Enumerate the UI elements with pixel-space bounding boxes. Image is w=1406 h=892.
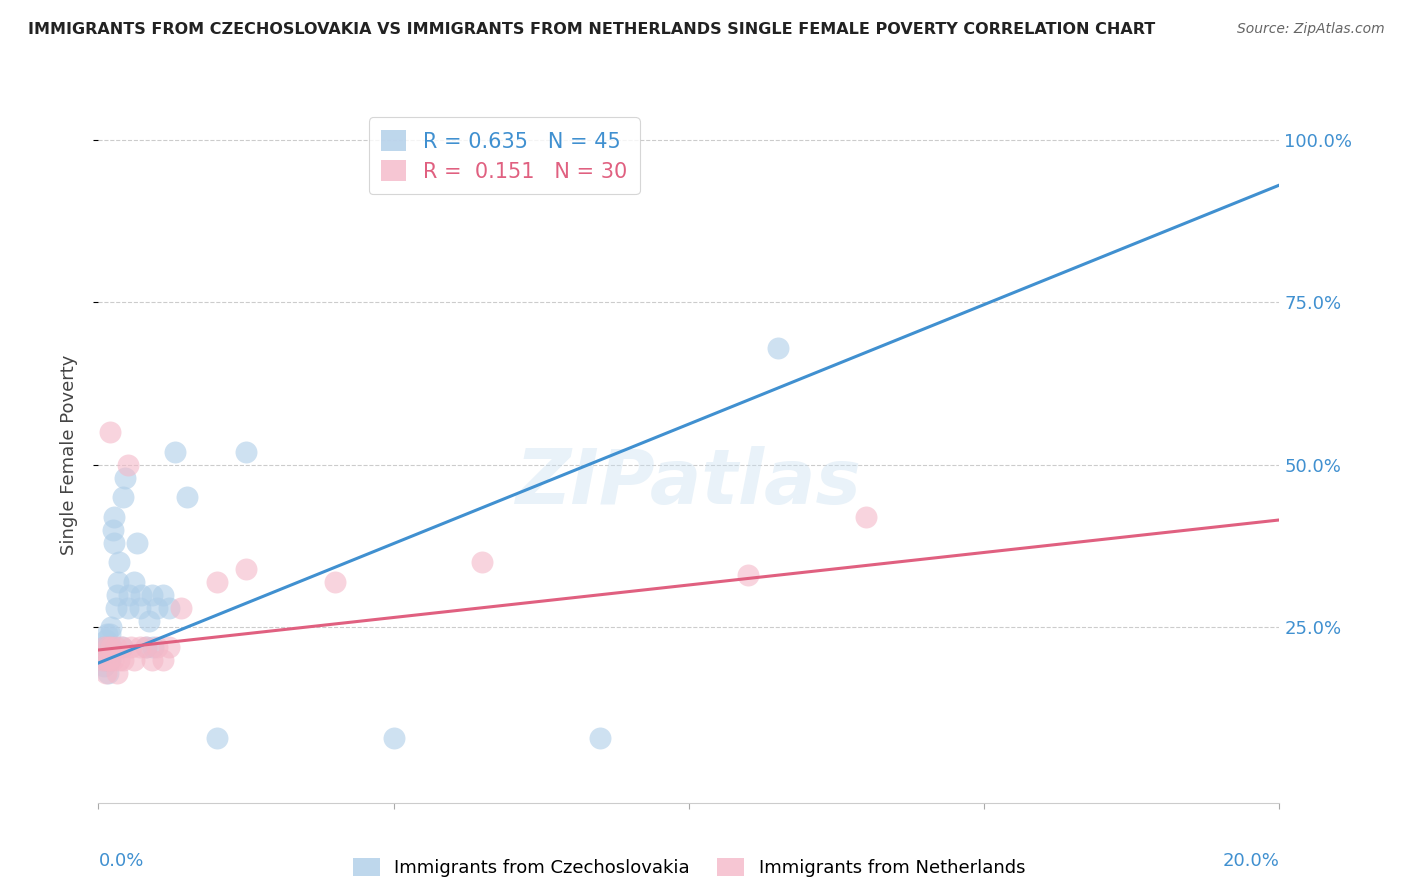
Point	[205, 574, 228, 589]
Point	[170, 600, 193, 615]
Point	[128, 600, 150, 615]
Point	[128, 640, 150, 654]
Point	[105, 588, 128, 602]
Point	[98, 653, 121, 667]
Point	[97, 653, 120, 667]
Point	[107, 574, 129, 589]
Point	[129, 588, 152, 602]
Point	[111, 640, 134, 654]
Legend: Immigrants from Czechoslovakia, Immigrants from Netherlands: Immigrants from Czechoslovakia, Immigran…	[346, 850, 1032, 884]
Point	[471, 555, 494, 569]
Text: 20.0%: 20.0%	[1223, 852, 1279, 870]
Point	[93, 640, 115, 654]
Point	[97, 665, 120, 680]
Point	[111, 640, 134, 654]
Point	[100, 640, 122, 654]
Point	[94, 665, 117, 680]
Point	[165, 444, 187, 458]
Point	[91, 653, 114, 667]
Point	[146, 640, 169, 654]
Point	[589, 731, 612, 745]
Point	[138, 614, 160, 628]
Point	[108, 653, 131, 667]
Point	[103, 509, 125, 524]
Point	[96, 626, 118, 640]
Point	[382, 731, 405, 745]
Point	[105, 640, 128, 654]
Point	[94, 633, 117, 648]
Text: Source: ZipAtlas.com: Source: ZipAtlas.com	[1237, 22, 1385, 37]
Point	[103, 653, 125, 667]
Text: IMMIGRANTS FROM CZECHOSLOVAKIA VS IMMIGRANTS FROM NETHERLANDS SINGLE FEMALE POVE: IMMIGRANTS FROM CZECHOSLOVAKIA VS IMMIGR…	[28, 22, 1156, 37]
Point	[235, 562, 257, 576]
Point	[141, 588, 163, 602]
Point	[152, 653, 174, 667]
Point	[235, 444, 257, 458]
Point	[152, 588, 174, 602]
Point	[135, 640, 157, 654]
Point	[98, 425, 121, 439]
Point	[142, 640, 165, 654]
Point	[105, 665, 128, 680]
Point	[323, 574, 346, 589]
Point	[117, 458, 139, 472]
Point	[141, 653, 163, 667]
Point	[98, 626, 121, 640]
Point	[157, 640, 180, 654]
Point	[100, 620, 122, 634]
Point	[112, 653, 135, 667]
Point	[157, 600, 180, 615]
Point	[118, 588, 141, 602]
Point	[122, 574, 145, 589]
Point	[205, 731, 228, 745]
Point	[120, 640, 142, 654]
Point	[96, 640, 118, 654]
Point	[122, 653, 145, 667]
Point	[91, 653, 114, 667]
Point	[117, 600, 139, 615]
Text: ZIPatlas: ZIPatlas	[516, 446, 862, 520]
Point	[105, 600, 128, 615]
Point	[146, 600, 169, 615]
Point	[766, 341, 789, 355]
Point	[125, 535, 148, 549]
Point	[94, 646, 117, 660]
Point	[93, 640, 115, 654]
Point	[97, 640, 120, 654]
Point	[114, 471, 136, 485]
Point	[94, 653, 117, 667]
Point	[103, 523, 125, 537]
Point	[96, 653, 118, 667]
Text: 0.0%: 0.0%	[98, 852, 143, 870]
Point	[135, 640, 157, 654]
Point	[100, 640, 122, 654]
Point	[98, 640, 121, 654]
Y-axis label: Single Female Poverty: Single Female Poverty	[59, 355, 77, 555]
Point	[737, 568, 759, 582]
Point	[855, 509, 877, 524]
Point	[103, 535, 125, 549]
Point	[176, 490, 198, 504]
Point	[98, 653, 121, 667]
Point	[112, 490, 135, 504]
Point	[108, 555, 131, 569]
Point	[93, 659, 115, 673]
